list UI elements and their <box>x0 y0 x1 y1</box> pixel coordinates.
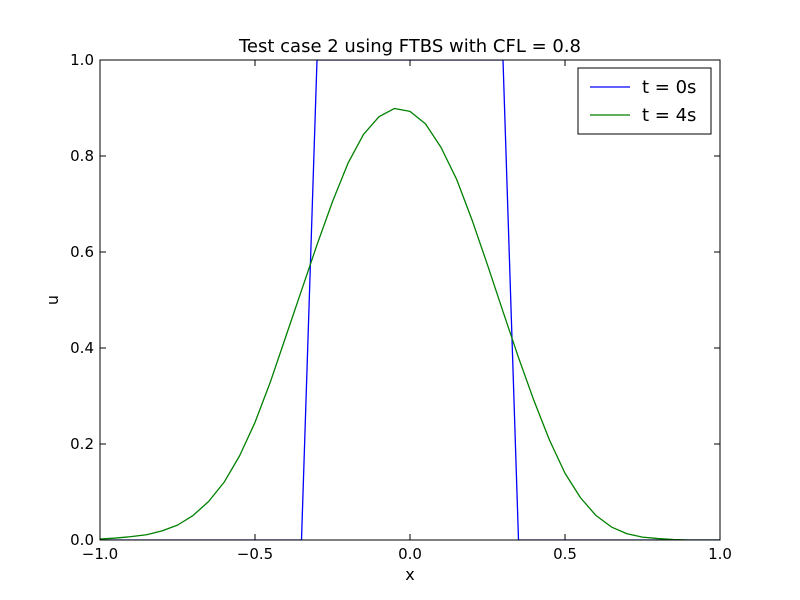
x-tick-label: 0.5 <box>553 545 577 563</box>
series-layer <box>100 60 720 540</box>
y-tick-label: 0.8 <box>70 147 94 165</box>
y-tick-label: 0.6 <box>70 243 94 261</box>
x-tick-label: −0.5 <box>237 545 273 563</box>
series-line-2 <box>100 107 720 540</box>
legend: t = 0s t = 4s <box>577 67 712 135</box>
legend-label-1: t = 0s <box>642 77 696 98</box>
x-tick-label: 0.0 <box>398 545 422 563</box>
y-axis-label: u <box>43 295 62 305</box>
chart-title: Test case 2 using FTBS with CFL = 0.8 <box>238 36 581 57</box>
y-tick-label: 0.0 <box>70 531 94 549</box>
y-tick-label: 1.0 <box>70 51 94 69</box>
y-tick-label: 0.4 <box>70 339 94 357</box>
x-tick-label: −1.0 <box>82 545 118 563</box>
legend-label-2: t = 4s <box>642 105 696 126</box>
x-tick-label: 1.0 <box>708 545 732 563</box>
legend-box <box>577 67 712 135</box>
x-axis-label: x <box>405 565 414 584</box>
y-tick-label: 0.2 <box>70 435 94 453</box>
axis-ticks: −1.0 −0.5 0.0 0.5 1.0 0.0 0.2 0.4 0.6 0.8 1.0 <box>70 51 732 563</box>
